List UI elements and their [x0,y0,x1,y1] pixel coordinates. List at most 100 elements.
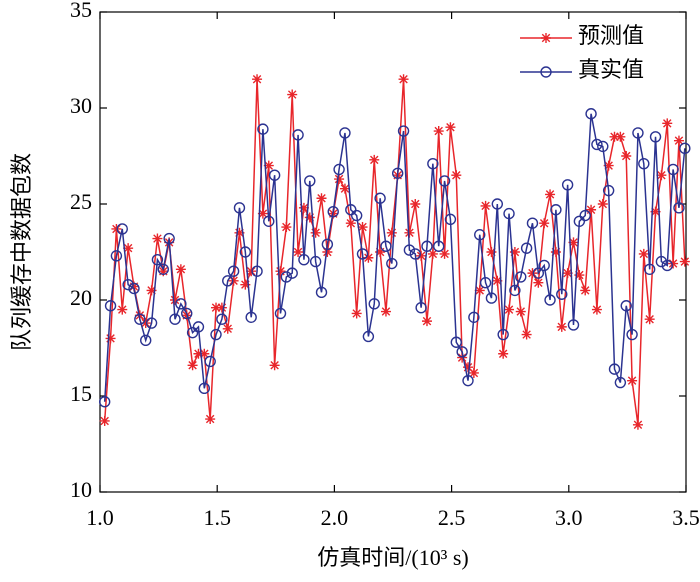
circle-marker [556,288,568,300]
circle-marker [673,202,685,214]
circle-marker [181,307,193,320]
circle-marker [169,313,181,325]
asterisk-marker [545,189,556,200]
asterisk-marker [568,237,579,248]
circle-marker [397,125,410,137]
circle-marker [145,317,158,329]
asterisk-marker [175,264,186,275]
circle-marker [280,271,293,283]
asterisk-marker [105,333,116,344]
asterisk-marker [386,227,397,238]
asterisk-marker [375,247,386,257]
asterisk-marker [509,247,520,257]
asterisk-marker [310,227,321,238]
circle-marker [368,298,380,310]
circle-marker [268,169,281,181]
asterisk-marker [211,302,222,313]
circle-marker [245,311,257,323]
asterisk-marker [334,174,345,185]
circle-marker [620,300,632,312]
circle-marker [573,215,586,227]
asterisk-marker [158,266,169,277]
asterisk-marker [351,308,362,319]
asterisk-marker [644,314,655,325]
circle-marker [110,250,123,262]
asterisk-marker [492,275,503,286]
circle-marker [579,209,591,222]
asterisk-marker [298,202,309,213]
circle-marker [309,255,322,268]
circle-marker [661,259,673,272]
y-tick-label: 30 [70,93,92,118]
circle-marker [491,198,504,210]
asterisk-marker [486,247,497,257]
asterisk-marker [621,151,632,161]
circle-marker [591,138,603,151]
circle-marker [526,217,539,229]
circle-marker [550,204,562,216]
asterisk-marker [380,306,391,317]
asterisk-marker [533,277,544,288]
asterisk-marker [679,256,690,267]
circle-marker [298,253,310,266]
asterisk-marker [146,285,157,296]
asterisk-marker [199,348,210,359]
asterisk-marker [632,419,643,430]
asterisk-marker [615,131,626,142]
asterisk-marker [638,248,649,259]
circle-marker [509,284,521,297]
circle-marker [210,328,222,341]
circle-marker [216,313,228,325]
circle-marker [186,326,199,339]
asterisk-marker [586,204,597,215]
asterisk-marker [152,233,163,244]
circle-marker [286,267,298,279]
asterisk-marker [609,131,620,142]
x-axis-label: 仿真时间/(10³ s) [317,545,468,570]
circle-marker [503,207,515,220]
circle-marker [474,229,486,241]
asterisk-marker [269,360,280,371]
circle-marker [257,123,269,135]
plot-frame [99,11,687,493]
circle-marker [333,163,345,176]
asterisk-marker [468,367,479,378]
asterisk-marker [498,348,509,359]
circle-marker [339,127,351,139]
circle-marker [468,311,480,323]
asterisk-marker [504,304,515,315]
circle-marker [151,253,164,266]
circle-marker [561,179,574,191]
asterisk-marker [99,415,110,426]
asterisk-marker [539,218,550,229]
asterisk-marker [187,360,198,371]
asterisk-marker [410,199,421,209]
circle-marker [667,163,679,176]
asterisk-marker [398,74,409,85]
asterisk-marker [439,248,450,259]
asterisk-marker [345,218,356,229]
series-line [103,113,686,402]
y-tick-label: 35 [70,0,92,22]
circle-marker [409,248,421,260]
circle-marker [433,240,445,252]
circle-marker [444,213,457,226]
circle-marker [544,294,556,306]
circle-marker [233,202,246,214]
circle-marker [597,140,609,153]
asterisk-marker [128,281,139,292]
y-tick-label: 20 [70,285,92,310]
asterisk-marker [662,118,673,129]
asterisk-marker [550,247,561,257]
asterisk-marker [445,122,456,133]
asterisk-marker [263,160,274,171]
circle-marker [128,282,140,295]
circle-marker [374,192,386,204]
circle-marker [450,336,462,348]
circle-marker [626,328,638,341]
circle-marker [632,127,644,139]
asterisk-marker [123,243,134,254]
circle-marker [515,271,527,283]
asterisk-marker [322,247,333,257]
y-tick-label: 15 [70,381,92,406]
